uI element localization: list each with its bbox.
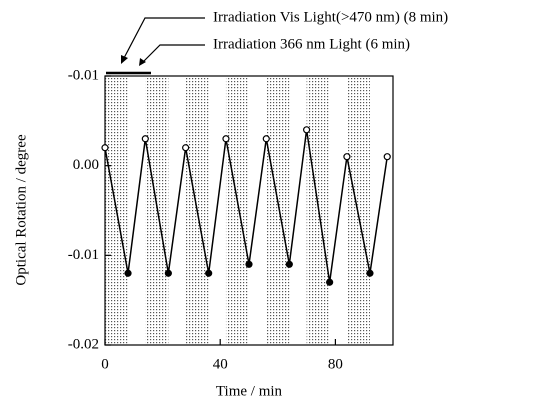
y-tick-label: -0.01 [68,67,99,83]
shade-band [266,76,290,345]
annotation-arrows [106,17,205,75]
shade-band [346,76,370,345]
x-tick-label: 0 [101,356,109,372]
data-point [326,278,334,286]
data-point [141,135,149,143]
shading [105,76,370,345]
x-tick-label: 40 [213,356,228,372]
data-point [262,135,270,143]
data-point [366,269,374,277]
data-point [101,144,109,152]
data-point [205,269,213,277]
data-point [303,126,311,134]
x-axis-label: Time / min [216,383,283,399]
data-point [222,135,230,143]
shade-band [145,76,169,345]
data-point [383,153,391,161]
y-tick-label: -0.01 [68,247,99,263]
y-axis-label: Optical Rotation / degree [13,134,29,286]
data-point [245,260,253,268]
data-point [124,269,132,277]
data-point [182,144,190,152]
annotation: Irradiation 366 nm Light (6 min) [213,36,410,52]
data-point [343,153,351,161]
x-tick-label: 80 [328,356,343,372]
plot-frame [104,75,394,346]
arrow-heads [121,55,146,66]
data-point [164,269,172,277]
annotation: Irradiation Vis Light(>470 nm) (8 min) [213,9,448,25]
shade-band [225,76,249,345]
y-tick-label: -0.02 [68,336,99,352]
y-tick-label: 0.00 [73,157,99,173]
data-point [285,260,293,268]
